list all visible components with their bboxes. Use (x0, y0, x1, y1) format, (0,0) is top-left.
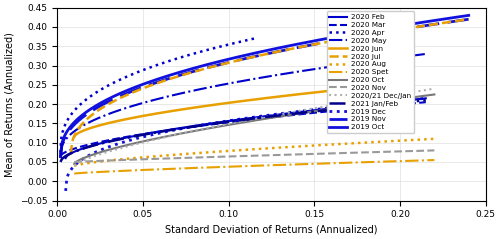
Legend: 2020 Feb, 2020 Mar, 2020 Apr, 2020 May, 2020 Jun, 2020 Jul, 2020 Aug, 2020 Spet,: 2020 Feb, 2020 Mar, 2020 Apr, 2020 May, … (326, 11, 414, 133)
Y-axis label: Mean of Returns (Annualized): Mean of Returns (Annualized) (4, 32, 14, 177)
X-axis label: Standard Deviation of Returns (Annualized): Standard Deviation of Returns (Annualize… (165, 225, 378, 235)
